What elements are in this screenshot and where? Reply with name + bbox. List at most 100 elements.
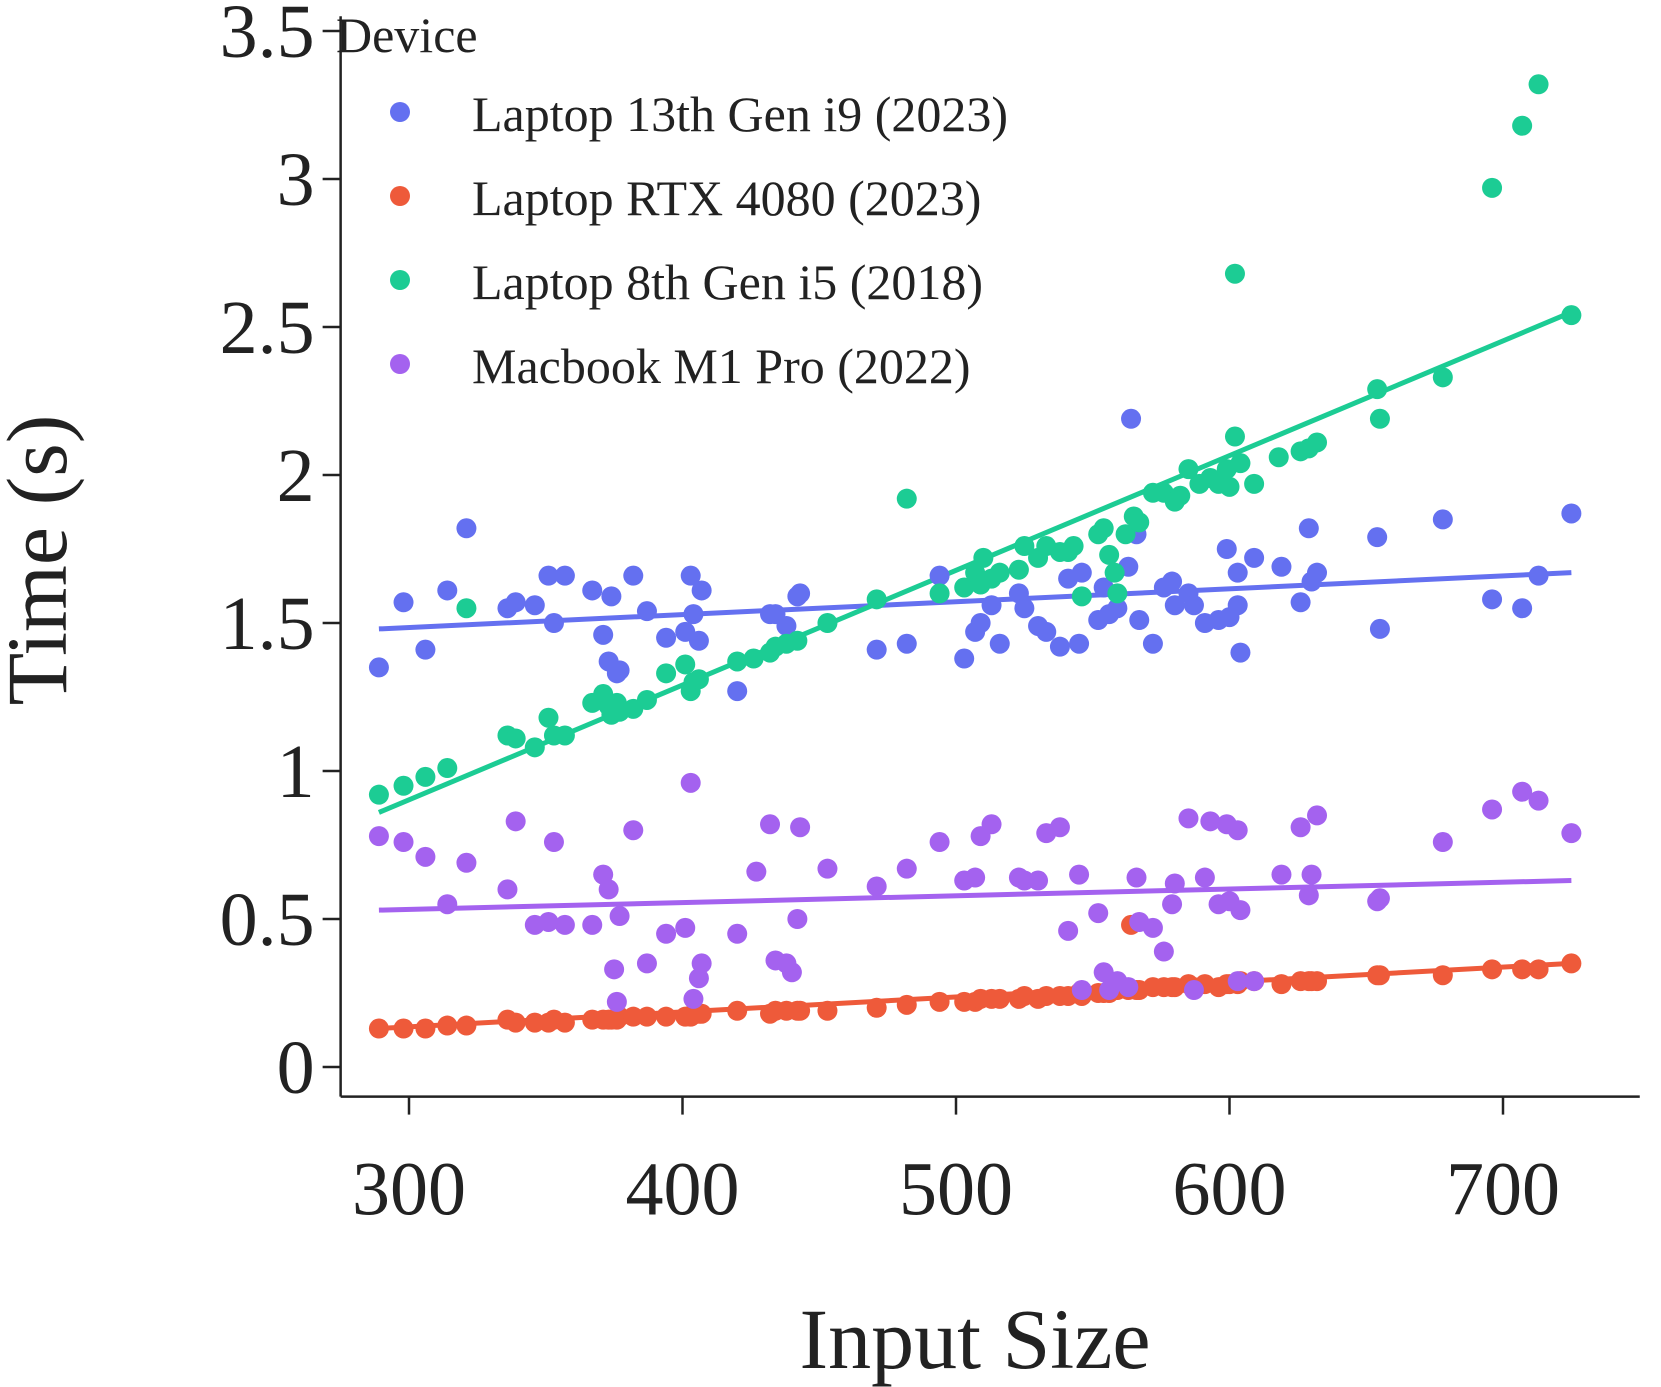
x-tick-label: 700	[1446, 1148, 1560, 1232]
data-point	[368, 1018, 389, 1039]
data-point	[1367, 527, 1388, 548]
data-point	[1178, 459, 1199, 480]
data-point	[582, 914, 603, 935]
data-point	[1432, 965, 1453, 986]
data-point	[538, 911, 559, 932]
data-point	[393, 1018, 414, 1039]
data-point	[582, 580, 603, 601]
data-point	[623, 1006, 644, 1027]
data-point	[1271, 974, 1292, 995]
data-point	[1014, 536, 1035, 557]
data-point	[1115, 524, 1136, 545]
data-point	[656, 627, 677, 648]
data-point	[609, 1006, 630, 1027]
data-point	[437, 758, 458, 779]
data-point	[1036, 621, 1057, 642]
data-point	[1069, 633, 1090, 654]
data-point	[598, 879, 619, 900]
data-point	[1482, 799, 1503, 820]
data-point	[1142, 917, 1163, 938]
data-point	[554, 565, 575, 586]
data-point	[787, 630, 808, 651]
data-point	[1290, 817, 1311, 838]
y-axis-title: Time (s)	[0, 415, 85, 706]
data-point	[727, 923, 748, 944]
legend-label: Laptop RTX 4080 (2023)	[472, 170, 981, 226]
data-point	[368, 826, 389, 847]
data-point	[981, 814, 1002, 835]
data-point	[727, 681, 748, 702]
data-point	[1200, 811, 1221, 832]
data-points	[368, 74, 1582, 1039]
data-point	[1230, 900, 1251, 921]
data-point	[393, 832, 414, 853]
data-point	[1227, 820, 1248, 841]
data-point	[1561, 823, 1582, 844]
data-point	[656, 663, 677, 684]
trendline	[378, 570, 1572, 632]
data-point	[1071, 586, 1092, 607]
y-axis: 0 0.5 1 1.5 2 2.5 3 3.5	[220, 0, 342, 1110]
data-point	[1162, 894, 1183, 915]
data-point	[1230, 642, 1251, 663]
data-point	[524, 737, 545, 758]
data-point	[1307, 805, 1328, 826]
data-point	[606, 991, 627, 1012]
data-point	[1482, 589, 1503, 610]
data-point	[1069, 864, 1090, 885]
data-point	[929, 991, 950, 1012]
data-point	[1561, 305, 1582, 326]
data-point	[896, 858, 917, 879]
data-point	[1244, 547, 1265, 568]
data-point	[505, 592, 526, 613]
data-point	[973, 547, 994, 568]
data-point	[1093, 518, 1114, 539]
data-point	[1071, 562, 1092, 583]
data-point	[623, 565, 644, 586]
legend-marker	[390, 354, 410, 374]
data-point	[1170, 485, 1191, 506]
data-point	[790, 583, 811, 604]
y-tick-label: 3.5	[220, 0, 315, 74]
data-point	[1512, 115, 1533, 136]
data-point	[817, 858, 838, 879]
data-point	[1049, 636, 1070, 657]
data-point	[1183, 980, 1204, 1001]
data-point	[1058, 920, 1079, 941]
data-point	[368, 784, 389, 805]
data-point	[954, 648, 975, 669]
data-point	[675, 654, 696, 675]
data-point	[1482, 959, 1503, 980]
x-axis-title: Input Size	[799, 1291, 1150, 1387]
legend-label: Macbook M1 Pro (2022)	[472, 338, 971, 394]
data-point	[1088, 903, 1109, 924]
data-point	[929, 583, 950, 604]
data-point	[1290, 592, 1311, 613]
data-point	[1121, 408, 1142, 429]
legend-label: Laptop 8th Gen i5 (2018)	[472, 254, 983, 310]
data-point	[543, 613, 564, 633]
data-point	[929, 565, 950, 586]
data-point	[456, 518, 477, 539]
data-point	[1271, 864, 1292, 885]
data-point	[1244, 971, 1265, 992]
data-point	[1194, 867, 1215, 888]
data-point	[781, 962, 802, 983]
data-point	[954, 577, 975, 598]
data-point	[1301, 864, 1322, 885]
data-point	[1224, 263, 1245, 284]
legend-marker	[390, 102, 410, 122]
data-point	[1063, 536, 1084, 557]
data-point	[1183, 595, 1204, 616]
y-tick-label: 0	[277, 1026, 315, 1110]
data-point	[505, 811, 526, 832]
data-point	[415, 766, 436, 787]
data-point	[623, 820, 644, 841]
data-point	[656, 1006, 677, 1027]
data-point	[965, 867, 986, 888]
data-point	[456, 598, 477, 619]
data-point	[989, 633, 1010, 654]
data-point	[538, 707, 559, 728]
data-point	[1142, 633, 1163, 654]
data-point	[746, 861, 767, 882]
